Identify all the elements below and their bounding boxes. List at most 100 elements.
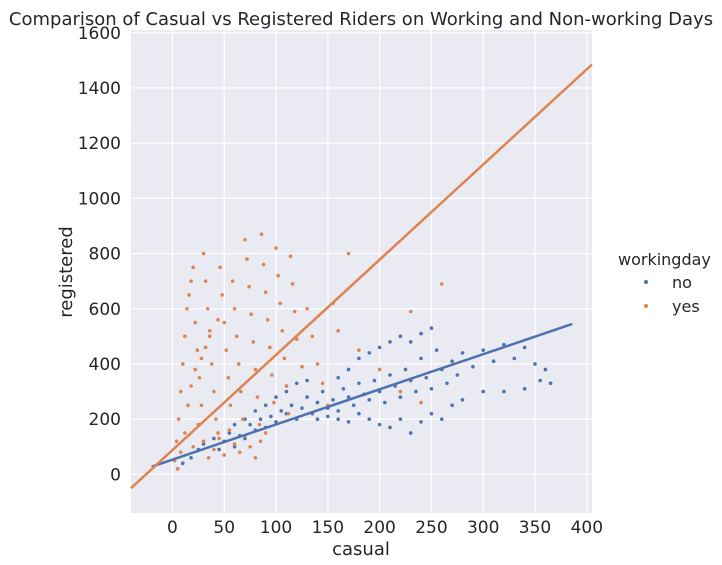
scatter-point-no bbox=[367, 351, 372, 355]
scatter-point-yes bbox=[176, 417, 181, 421]
scatter-point-no bbox=[522, 345, 527, 350]
scatter-point-no bbox=[315, 417, 320, 421]
scatter-point-no bbox=[367, 398, 372, 402]
scatter-point-yes bbox=[178, 450, 183, 455]
chart-title: Comparison of Casual vs Registered Rider… bbox=[9, 9, 713, 30]
y-axis-label: registered bbox=[56, 226, 77, 318]
scatter-point-no bbox=[289, 403, 294, 408]
scatter-point-no bbox=[351, 403, 356, 408]
scatter-point-yes bbox=[257, 422, 262, 427]
scatter-point-no bbox=[403, 367, 408, 372]
scatter-point-no bbox=[331, 398, 335, 402]
series-yes-points bbox=[172, 232, 444, 471]
scatter-point-no bbox=[269, 414, 273, 419]
scatter-point-yes bbox=[217, 436, 221, 441]
x-tick-label: 400 bbox=[571, 518, 603, 538]
scatter-point-no bbox=[357, 356, 361, 361]
scatter-point-yes bbox=[174, 439, 179, 444]
scatter-point-yes bbox=[248, 444, 252, 449]
scatter-point-no bbox=[341, 387, 346, 391]
scatter-point-yes bbox=[175, 467, 180, 471]
series-no-points bbox=[175, 326, 553, 471]
scatter-point-no bbox=[377, 345, 382, 350]
scatter-point-no bbox=[398, 334, 403, 339]
x-axis-label: casual bbox=[332, 539, 390, 560]
scatter-point-no bbox=[336, 417, 340, 421]
scatter-point-no bbox=[253, 409, 258, 413]
y-tick-label: 1400 bbox=[78, 79, 121, 99]
scatter-point-yes bbox=[249, 312, 253, 317]
scatter-point-yes bbox=[274, 246, 278, 250]
scatter-point-yes bbox=[193, 320, 198, 325]
scatter-point-no bbox=[284, 389, 289, 394]
scatter-point-yes bbox=[261, 262, 266, 267]
scatter-point-yes bbox=[203, 279, 208, 283]
scatter-point-yes bbox=[185, 306, 189, 311]
scatter-point-yes bbox=[268, 345, 272, 350]
scatter-point-no bbox=[408, 340, 413, 344]
scatter-point-yes bbox=[207, 329, 212, 333]
data-points bbox=[172, 232, 553, 471]
scatter-point-yes bbox=[214, 417, 218, 421]
x-tick-label: 150 bbox=[312, 518, 344, 538]
x-tick-label: 300 bbox=[467, 518, 499, 538]
scatter-point-yes bbox=[253, 456, 258, 460]
scatter-point-yes bbox=[228, 403, 233, 408]
scatter-point-yes bbox=[253, 367, 258, 372]
y-tick-label: 0 bbox=[110, 465, 121, 485]
scatter-point-yes bbox=[220, 293, 224, 297]
scatter-point-no bbox=[471, 364, 475, 369]
scatter-point-yes bbox=[230, 279, 235, 283]
scatter-point-yes bbox=[258, 439, 263, 444]
scatter-point-no bbox=[502, 389, 506, 394]
scatter-point-no bbox=[227, 431, 232, 435]
legend-title: workingday bbox=[618, 250, 711, 269]
scatter-point-yes bbox=[224, 348, 229, 352]
scatter-point-no bbox=[445, 381, 449, 386]
scatter-point-yes bbox=[265, 318, 270, 322]
scatter-point-yes bbox=[222, 453, 227, 457]
x-tick-label: 200 bbox=[363, 518, 395, 538]
scatter-point-yes bbox=[216, 431, 220, 435]
scatter-point-no bbox=[232, 422, 237, 427]
scatter-point-no bbox=[326, 414, 330, 419]
scatter-point-yes bbox=[226, 375, 231, 380]
scatter-point-no bbox=[294, 381, 299, 386]
scatter-point-no bbox=[248, 422, 252, 427]
scatter-point-no bbox=[512, 356, 517, 361]
scatter-point-no bbox=[377, 422, 382, 427]
scatter-point-yes bbox=[357, 348, 361, 352]
scatter-point-no bbox=[533, 362, 537, 366]
scatter-point-no bbox=[243, 436, 247, 441]
scatter-point-no bbox=[429, 411, 434, 416]
scatter-point-no bbox=[258, 417, 263, 421]
scatter-point-yes bbox=[377, 367, 382, 372]
y-tick-label: 400 bbox=[89, 355, 121, 375]
scatter-point-yes bbox=[197, 375, 202, 380]
scatter-point-yes bbox=[232, 306, 237, 311]
scatter-point-yes bbox=[191, 265, 195, 270]
scatter-point-yes bbox=[232, 442, 237, 446]
scatter-point-no bbox=[491, 359, 496, 364]
y-tick-label: 1600 bbox=[78, 24, 121, 44]
scatter-point-yes bbox=[398, 389, 403, 394]
x-tick-label: 250 bbox=[415, 518, 447, 538]
scatter-point-yes bbox=[245, 257, 249, 261]
scatter-point-no bbox=[189, 456, 193, 460]
y-tick-label: 1200 bbox=[78, 134, 121, 154]
scatter-point-yes bbox=[178, 389, 183, 394]
scatter-point-no bbox=[367, 417, 372, 421]
scatter-point-no bbox=[372, 378, 377, 383]
legend-marker-no bbox=[644, 280, 648, 284]
scatter-point-no bbox=[408, 431, 413, 435]
scatter-point-no bbox=[388, 340, 392, 344]
scatter-point-no bbox=[357, 381, 361, 386]
scatter-point-no bbox=[538, 378, 543, 383]
legend-marker-yes bbox=[644, 304, 648, 308]
scatter-point-no bbox=[450, 403, 454, 408]
scatter-point-yes bbox=[280, 329, 285, 333]
scatter-point-no bbox=[263, 403, 268, 408]
scatter-point-yes bbox=[408, 309, 413, 314]
scatter-point-yes bbox=[186, 403, 190, 408]
